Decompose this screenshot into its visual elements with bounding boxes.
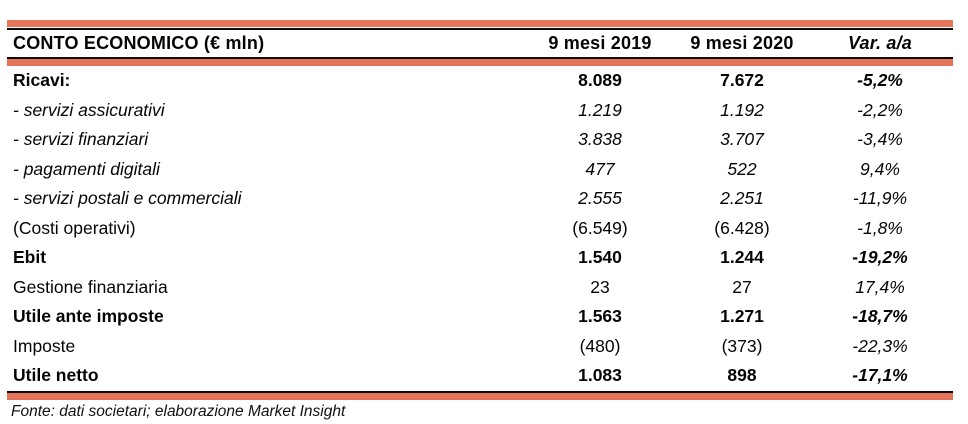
row-label: Utile netto xyxy=(13,365,99,386)
value-2019: 1.083 xyxy=(578,365,622,386)
table-row-servizi-assicurativi: - servizi assicurativi 1.219 1.192 -2,2% xyxy=(7,96,953,126)
accent-bar-top xyxy=(7,20,953,27)
row-label: (Costi operativi) xyxy=(13,217,136,238)
table-bottom-rule xyxy=(7,390,953,393)
value-2020: (373) xyxy=(721,335,763,356)
row-label: Imposte xyxy=(13,335,76,356)
value-2019: 1.219 xyxy=(578,99,622,120)
value-2020: (6.428) xyxy=(714,217,770,238)
column-header-var-aa: Var. a/a xyxy=(848,33,912,53)
value-2019: 1.563 xyxy=(578,306,622,327)
row-label: Ricavi: xyxy=(13,70,71,91)
value-var: -18,7% xyxy=(852,306,908,327)
accent-bar-bottom xyxy=(7,392,953,400)
value-2019: (6.549) xyxy=(572,217,628,238)
table-row-imposte: Imposte (480) (373) -22,3% xyxy=(7,332,953,362)
value-var: -19,2% xyxy=(852,247,908,268)
value-var: 17,4% xyxy=(855,276,905,297)
value-2019: 477 xyxy=(585,158,615,179)
table-row-servizi-finanziari: - servizi finanziari 3.838 3.707 -3,4% xyxy=(7,125,953,155)
value-2020: 1.271 xyxy=(720,306,764,327)
header-bottom-rule xyxy=(7,57,953,59)
table-row-pagamenti-digitali: - pagamenti digitali 477 522 9,4% xyxy=(7,155,953,185)
value-var: -11,9% xyxy=(852,188,908,209)
value-2020: 7.672 xyxy=(720,70,764,91)
row-label: Utile ante imposte xyxy=(13,306,164,327)
source-note: Fonte: dati societari; elaborazione Mark… xyxy=(11,402,346,420)
value-var: -17,1% xyxy=(852,365,908,386)
table-row-utile-ante-imposte: Utile ante imposte 1.563 1.271 -18,7% xyxy=(7,302,953,332)
value-2019: 23 xyxy=(590,276,610,297)
value-2020: 27 xyxy=(732,276,752,297)
value-2019: 8.089 xyxy=(578,70,622,91)
accent-bar-header xyxy=(7,59,953,66)
value-var: 9,4% xyxy=(860,158,900,179)
value-2019: (480) xyxy=(579,335,621,356)
value-var: -2,2% xyxy=(857,99,903,120)
row-label: - pagamenti digitali xyxy=(13,158,160,179)
table-row-utile-netto: Utile netto 1.083 898 -17,1% xyxy=(7,361,953,391)
table-row-ebit: Ebit 1.540 1.244 -19,2% xyxy=(7,243,953,273)
row-label: - servizi assicurativi xyxy=(13,99,165,120)
value-2020: 2.251 xyxy=(720,188,764,209)
table-body: Ricavi: 8.089 7.672 -5,2% - servizi assi… xyxy=(7,66,953,391)
header-top-rule xyxy=(7,28,953,30)
value-var: -22,3% xyxy=(852,335,908,356)
value-var: -1,8% xyxy=(857,217,903,238)
row-label: Ebit xyxy=(13,247,47,268)
value-2020: 1.192 xyxy=(720,99,764,120)
value-2020: 3.707 xyxy=(720,129,764,150)
row-label: - servizi finanziari xyxy=(13,129,149,150)
table-row-ricavi: Ricavi: 8.089 7.672 -5,2% xyxy=(7,66,953,96)
column-header-9-mesi-2019: 9 mesi 2019 xyxy=(548,33,652,53)
value-2020: 1.244 xyxy=(720,247,764,268)
table-row-servizi-postali-commerciali: - servizi postali e commerciali 2.555 2.… xyxy=(7,184,953,214)
table-header-row: CONTO ECONOMICO (€ mln) 9 mesi 2019 9 me… xyxy=(7,30,953,57)
column-header-9-mesi-2020: 9 mesi 2020 xyxy=(690,33,794,53)
table-row-costi-operativi: (Costi operativi) (6.549) (6.428) -1,8% xyxy=(7,214,953,244)
value-2019: 2.555 xyxy=(578,188,622,209)
value-var: -3,4% xyxy=(857,129,903,150)
value-2019: 1.540 xyxy=(578,247,622,268)
row-label: - servizi postali e commerciali xyxy=(13,188,242,209)
row-label: Gestione finanziaria xyxy=(13,276,168,297)
value-2020: 898 xyxy=(727,365,757,386)
value-2019: 3.838 xyxy=(578,129,622,150)
table-title: CONTO ECONOMICO (€ mln) xyxy=(13,33,265,53)
value-var: -5,2% xyxy=(857,70,903,91)
table-row-gestione-finanziaria: Gestione finanziaria 23 27 17,4% xyxy=(7,273,953,303)
value-2020: 522 xyxy=(727,158,757,179)
